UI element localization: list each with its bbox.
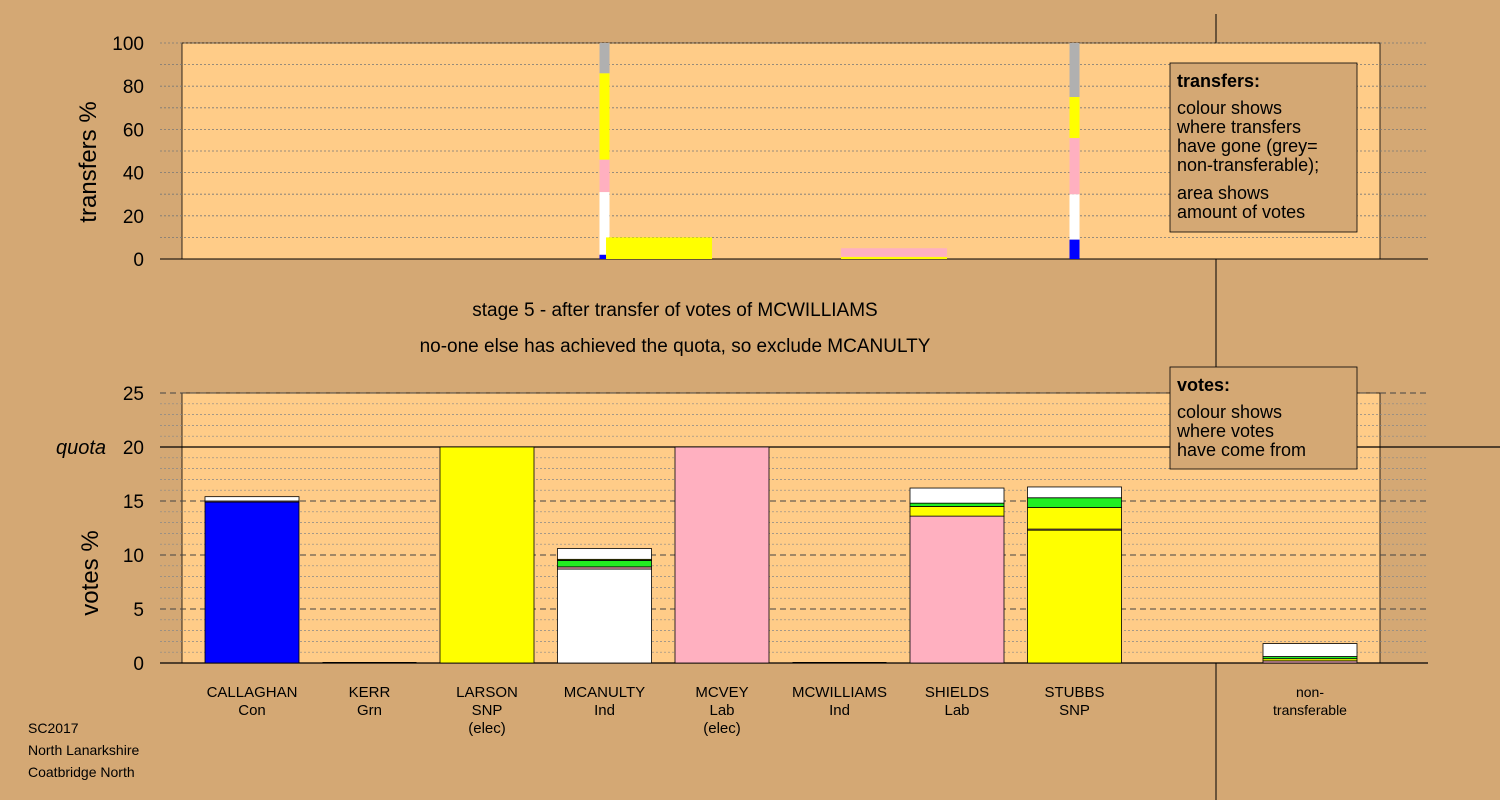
votes-legend-title: votes: [1177,375,1230,395]
footer-election: SC2017 [28,720,79,736]
votes-tick-label: 0 [133,654,144,675]
transfer-segment-nontransferable [599,43,610,74]
candidate-name: STUBBS [1044,684,1104,701]
vote-segment-grn [557,560,652,568]
transfers-axis-label: transfers % [75,101,102,222]
vote-segment-grn [909,502,1005,507]
vote-segment-snp [439,446,535,664]
vote-segment-ind [557,548,652,560]
transfers-tick-label: 100 [112,34,144,55]
candidate-name: SHIELDS [925,684,989,701]
transfer-segment-lab [599,159,610,193]
candidate-name: CALLAGHAN [207,684,298,701]
candidate-party: Con [238,702,266,719]
footer-council: North Lanarkshire [28,742,140,758]
transfers-tick-label: 80 [123,77,144,98]
vote-segment-ind [1262,643,1358,657]
votes-legend-line: colour shows [1177,402,1282,422]
candidate-name: non- [1296,684,1324,700]
transfers-legend-title: transfers: [1177,71,1260,91]
transfer-segment-ind [1069,194,1080,240]
stage-caption: stage 5 - after transfer of votes of MCW… [472,300,878,321]
candidate-party: Lab [709,702,734,719]
quota-label: quota [56,437,106,459]
candidate-name: MCVEY [695,684,748,701]
transfer-segment-snp [841,256,948,259]
vote-segment-snp [909,505,1005,517]
candidate-party: Grn [357,702,382,719]
votes-tick-label: 15 [123,492,144,513]
transfer-segment-con [599,254,610,259]
transfers-legend-line: where transfers [1176,117,1301,137]
transfer-segment-snp [599,73,610,160]
vote-segment-grn [1027,497,1122,508]
transfers-legend-line: area shows [1177,183,1269,203]
vote-segment-ind [204,496,300,502]
votes-legend-line: where votes [1176,421,1274,441]
transfers-tick-label: 0 [133,250,144,271]
candidate-status: (elec) [468,720,506,737]
transfers-legend-line: colour shows [1177,98,1282,118]
transfers-tick-label: 60 [123,120,144,141]
candidate-party: Ind [829,702,850,719]
votes-tick-label: 20 [123,438,144,459]
transfer-segment-snp [1069,97,1080,139]
vote-segment-ind [909,487,1005,504]
vote-segment-lab [909,515,1005,664]
candidate-name: MCWILLIAMS [792,684,887,701]
status-caption: no-one else has achieved the quota, so e… [419,336,931,357]
vote-segment-con [204,501,300,664]
transfer-segment-lab [841,248,948,257]
candidate-party: transferable [1273,702,1347,718]
transfers-legend-line: have gone (grey= [1177,136,1318,156]
votes-axis-label: votes % [77,530,104,615]
transfers-tick-label: 40 [123,164,144,185]
candidate-party: Lab [944,702,969,719]
transfer-segment-lab [1069,138,1080,195]
candidate-name: KERR [349,684,391,701]
votes-tick-label: 10 [123,546,144,567]
vote-segment-ind [557,568,652,664]
transfers-legend-box [1169,62,1358,233]
candidate-party: SNP [1059,702,1090,719]
transfer-segment-ind [599,192,610,255]
transfer-segment-nontransferable [1069,43,1080,97]
transfers-legend-line: non-transferable); [1177,155,1319,175]
transfer-segment-con [1069,239,1080,259]
vote-segment-lab [674,446,770,664]
footer-ward: Coatbridge North [28,764,135,780]
vote-segment-snp [1027,529,1122,664]
votes-tick-label: 5 [133,600,144,621]
votes-legend-line: have come from [1177,440,1306,460]
transfers-legend-line: amount of votes [1177,202,1305,222]
transfer-segment-snp [606,237,713,259]
votes-tick-label: 25 [123,384,144,405]
vote-segment-ind [1027,486,1122,499]
candidate-name: LARSON [456,684,518,701]
vote-segment-snp [1027,507,1122,530]
candidate-name: MCANULTY [564,684,645,701]
candidate-party: SNP [472,702,503,719]
candidate-party: Ind [594,702,615,719]
candidate-status: (elec) [703,720,741,737]
transfers-tick-label: 20 [123,207,144,228]
votes-legend-box [1169,366,1358,470]
